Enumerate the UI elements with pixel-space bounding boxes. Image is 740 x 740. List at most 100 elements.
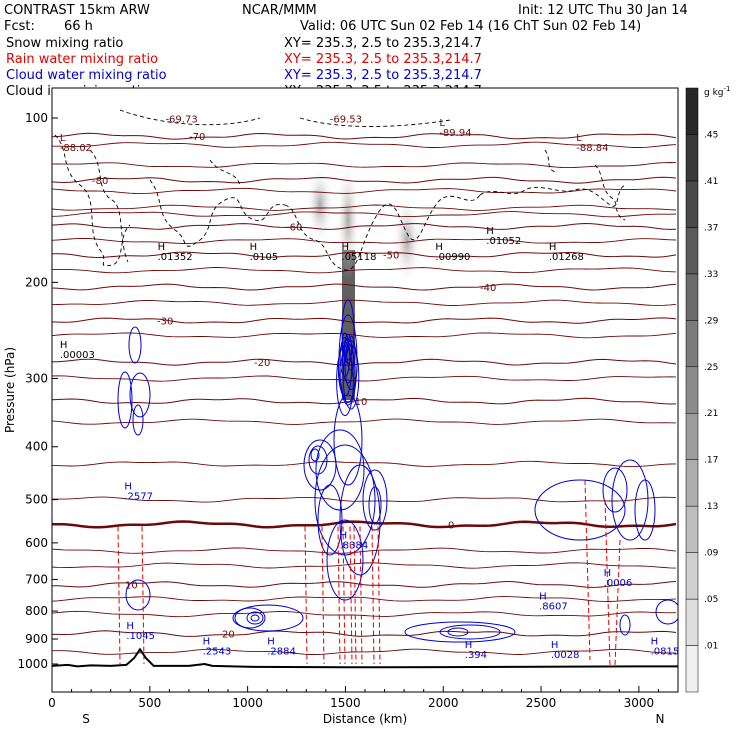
- model-title: CONTRAST 15km ARW: [4, 3, 150, 18]
- cloud-water-contour: [339, 337, 351, 377]
- cloud-water-contour: [117, 371, 133, 429]
- snow-plume-left: [306, 165, 334, 245]
- isotherm-label: -30: [157, 317, 173, 328]
- extremum-value: .0006: [604, 578, 633, 589]
- legend-xy: XY= 235.3, 2.5 to 235.3,214.7: [284, 68, 482, 83]
- colorbar-unit: g kg-1: [704, 85, 730, 98]
- isotherm-label: -10: [351, 397, 367, 408]
- isotherm-line: [52, 141, 677, 148]
- snow-column-top: [336, 160, 360, 280]
- isotherm-line: [52, 520, 677, 529]
- x-tick-label: 1500: [330, 696, 361, 710]
- extremum-value: .00990: [435, 252, 470, 263]
- cloud-water-contour: [341, 299, 355, 361]
- extremum-marker: H: [267, 636, 275, 647]
- cloud-water-contour: [439, 624, 501, 640]
- legend-xy: XY= 235.3, 2.5 to 235.3,214.7: [284, 52, 482, 67]
- colorbar-block: [685, 366, 699, 414]
- legend-name: Snow mixing ratio: [6, 36, 123, 51]
- isotherm-label: 10: [125, 580, 138, 591]
- cloud-water-contour: [534, 479, 626, 541]
- cloud-ice-contour: [89, 149, 129, 263]
- cloud-water-contour: [342, 338, 354, 384]
- extremum-marker: H: [158, 242, 166, 253]
- extremum-marker: H: [250, 242, 258, 253]
- colorbar-tick-label: .09: [704, 549, 719, 559]
- rain-water-contours: [117, 479, 621, 666]
- cloud-water-contour: [342, 344, 360, 410]
- extremum-marker: H: [435, 242, 443, 253]
- isotherm-line: [52, 375, 677, 382]
- colorbar-block: [685, 505, 699, 553]
- isotherm-line: [52, 358, 677, 366]
- extrema-labels: L-88.02-69.73 -69.53 L-89.94 L-88.84H.00003…: [60, 115, 678, 661]
- extremum-marker: H: [60, 340, 68, 351]
- isotherm-line: [52, 580, 677, 588]
- extremum-marker: H: [549, 242, 557, 253]
- legend-xy: XY= 235.3, 2.5 to 235.3,214.7: [284, 36, 482, 51]
- cloud-water-contour: [336, 346, 354, 416]
- extremum-marker: H: [539, 592, 547, 603]
- cloud-ice-contour: [544, 149, 556, 173]
- y-tick-label: 300: [25, 372, 48, 386]
- colorbar-block: [685, 180, 699, 228]
- isotherm-line: [52, 648, 676, 655]
- extremum-marker: H: [651, 636, 659, 647]
- y-tick-label: 1000: [17, 657, 48, 671]
- colorbar-block: [685, 645, 699, 693]
- forecast-label: Fcst:: [4, 19, 35, 34]
- isotherm-line: [52, 332, 677, 339]
- extremum-marker: H: [342, 242, 350, 253]
- cloud-water-contour: [619, 614, 631, 636]
- colorbar: g kg-1 .01 .05 .09 .13 .17 .21 .25 .29 .33 .37 .41…: [685, 85, 730, 693]
- cloud-ice-contours: [54, 109, 626, 271]
- extremum-value: .01052: [486, 236, 521, 247]
- extremum-value: .394: [465, 650, 487, 661]
- south-label: S: [82, 712, 90, 726]
- isotherm-label: -80: [92, 176, 108, 187]
- rain-water-contour: [342, 526, 346, 665]
- extremum-value: .0105: [250, 252, 279, 263]
- cloud-water-contour: [340, 343, 356, 403]
- rain-water-contour: [377, 526, 381, 665]
- legend-name: Rain water mixing ratio: [6, 52, 158, 67]
- isotherm-line: [52, 562, 677, 569]
- colorbar-tick-label: .21: [704, 409, 718, 419]
- cloud-water-contour: [333, 394, 363, 486]
- cloud-ice-contour: [594, 164, 626, 221]
- north-label: N: [656, 712, 665, 726]
- cloud-ice-contour: [299, 117, 451, 127]
- terrain-line: [52, 647, 678, 669]
- extremum-value: .00003: [60, 350, 95, 361]
- extremum-marker: L: [60, 133, 66, 144]
- extremum-value: -88.02: [60, 143, 92, 154]
- cloud-water-contour: [655, 599, 678, 625]
- isotherm-line: [52, 251, 677, 259]
- isotherm-line: [52, 397, 677, 405]
- isotherm-line: [52, 132, 677, 140]
- colorbar-tick-label: .05: [704, 595, 718, 605]
- isotherm-line: [52, 267, 677, 274]
- colorbar-block: [685, 320, 699, 368]
- rain-water-contour: [337, 526, 341, 665]
- extremum-value: -89.94: [439, 128, 471, 139]
- extremum-value: .8384: [340, 541, 369, 552]
- rain-water-contour: [359, 526, 363, 665]
- isotherm-label: -40: [480, 283, 496, 294]
- x-tick-label: 2500: [526, 696, 557, 710]
- colorbar-tick-label: .29: [704, 316, 719, 326]
- colorbar-tick-label: .37: [704, 223, 718, 233]
- colorbar-block: [685, 459, 699, 507]
- extremum-marker: H: [486, 226, 494, 237]
- cloud-water-contour: [128, 326, 142, 364]
- x-tick-label: 3000: [624, 696, 655, 710]
- y-tick-label: 700: [25, 572, 48, 586]
- cloud-water-contour: [232, 604, 304, 632]
- rain-water-contour: [349, 526, 353, 665]
- colorbar-block: [685, 412, 699, 460]
- x-axis-label: Distance (km): [323, 712, 407, 726]
- cloud-water-contour: [129, 372, 151, 418]
- extremum-value: -69.53: [330, 115, 362, 126]
- isotherm-line: [52, 176, 677, 184]
